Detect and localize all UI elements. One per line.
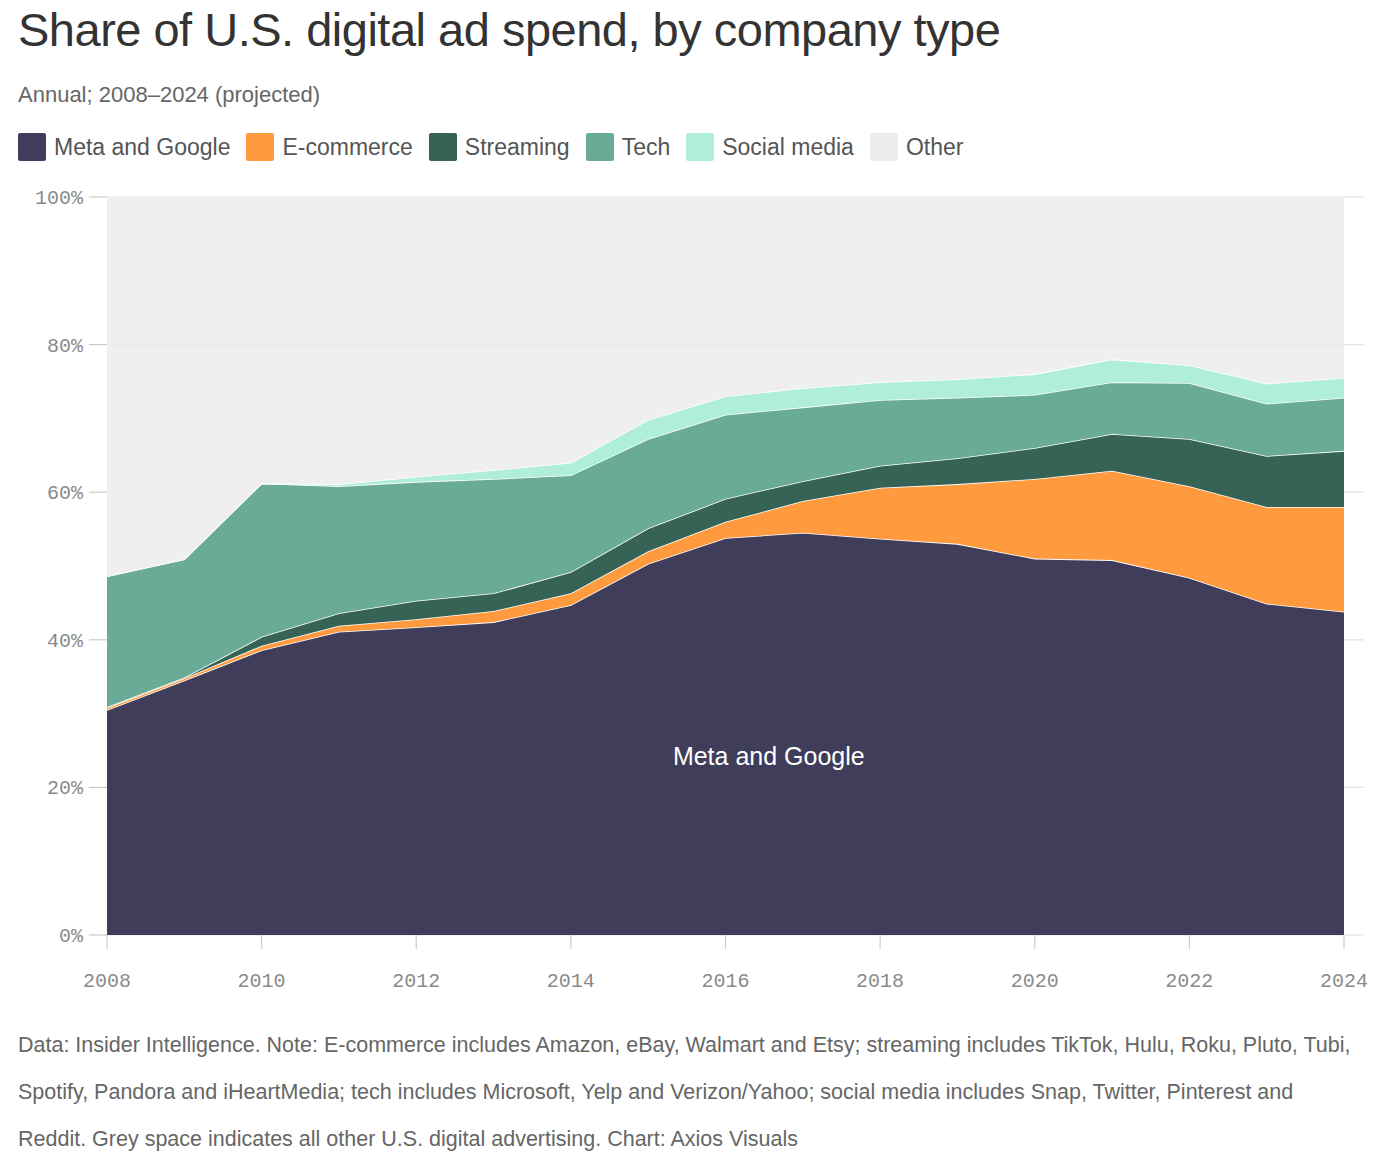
legend-label: Meta and Google [54, 134, 230, 161]
y-tick-label: 80% [47, 335, 84, 358]
annotation: Meta and Google [673, 742, 865, 770]
legend-item: Meta and Google [18, 133, 230, 161]
y-tick [89, 787, 107, 788]
x-tick [1034, 935, 1035, 949]
y-tick-label: 0% [59, 925, 84, 948]
y-tick-label: 40% [47, 630, 84, 653]
legend-item: E-commerce [246, 133, 412, 161]
legend-label: Tech [622, 134, 671, 161]
x-tick-label: 2010 [238, 970, 286, 993]
subtitle: Annual; 2008–2024 (projected) [18, 82, 320, 108]
x-tick [1343, 935, 1344, 949]
x-tick [106, 935, 107, 949]
y-tick [89, 934, 107, 935]
legend-swatch [686, 133, 714, 161]
x-tick [261, 935, 262, 949]
y-tick [89, 196, 107, 197]
x-tick-label: 2012 [392, 970, 440, 993]
x-tick-label: 2014 [547, 970, 595, 993]
x-tick-label: 2018 [856, 970, 904, 993]
legend-item: Other [870, 133, 964, 161]
x-tick-label: 2008 [83, 970, 131, 993]
title: Share of U.S. digital ad spend, by compa… [18, 2, 1000, 57]
y-tick [89, 639, 107, 640]
area [107, 197, 1344, 576]
legend-swatch [246, 133, 274, 161]
x-tick-label: 2020 [1011, 970, 1059, 993]
x-tick-label: 2024 [1320, 970, 1368, 993]
x-tick [570, 935, 571, 949]
x-tick-label: 2022 [1165, 970, 1213, 993]
x-tick [725, 935, 726, 949]
axes: 0% 20% 40% 60% 80% 100% 2008 2010 2012 2014 2016 20… [35, 187, 1368, 993]
source-note: Data: Insider Intelligence. Note: E-comm… [18, 1022, 1358, 1163]
legend-label: Streaming [465, 134, 570, 161]
legend-item: Social media [686, 133, 854, 161]
x-tick [880, 935, 881, 949]
areas [107, 197, 1344, 935]
y-tick [89, 344, 107, 345]
legend-swatch [18, 133, 46, 161]
y-tick-label: 20% [47, 777, 84, 800]
legend-swatch [586, 133, 614, 161]
x-tick [1189, 935, 1190, 949]
grid [107, 197, 1364, 935]
legend-item: Tech [586, 133, 671, 161]
legend-label: E-commerce [282, 134, 412, 161]
chart: 0% 20% 40% 60% 80% 100% 2008 2010 2012 2014 2016 20… [0, 0, 1392, 1010]
legend-label: Other [906, 134, 964, 161]
y-tick-label: 100% [35, 187, 84, 210]
legend-label: Social media [722, 134, 854, 161]
x-tick-label: 2016 [701, 970, 749, 993]
y-tick [89, 492, 107, 493]
x-tick [416, 935, 417, 949]
legend-item: Streaming [429, 133, 570, 161]
legend-swatch [429, 133, 457, 161]
legend-swatch [870, 133, 898, 161]
y-tick-label: 60% [47, 482, 84, 505]
legend: Meta and Google E-commerce Streaming Tech So… [18, 133, 979, 161]
